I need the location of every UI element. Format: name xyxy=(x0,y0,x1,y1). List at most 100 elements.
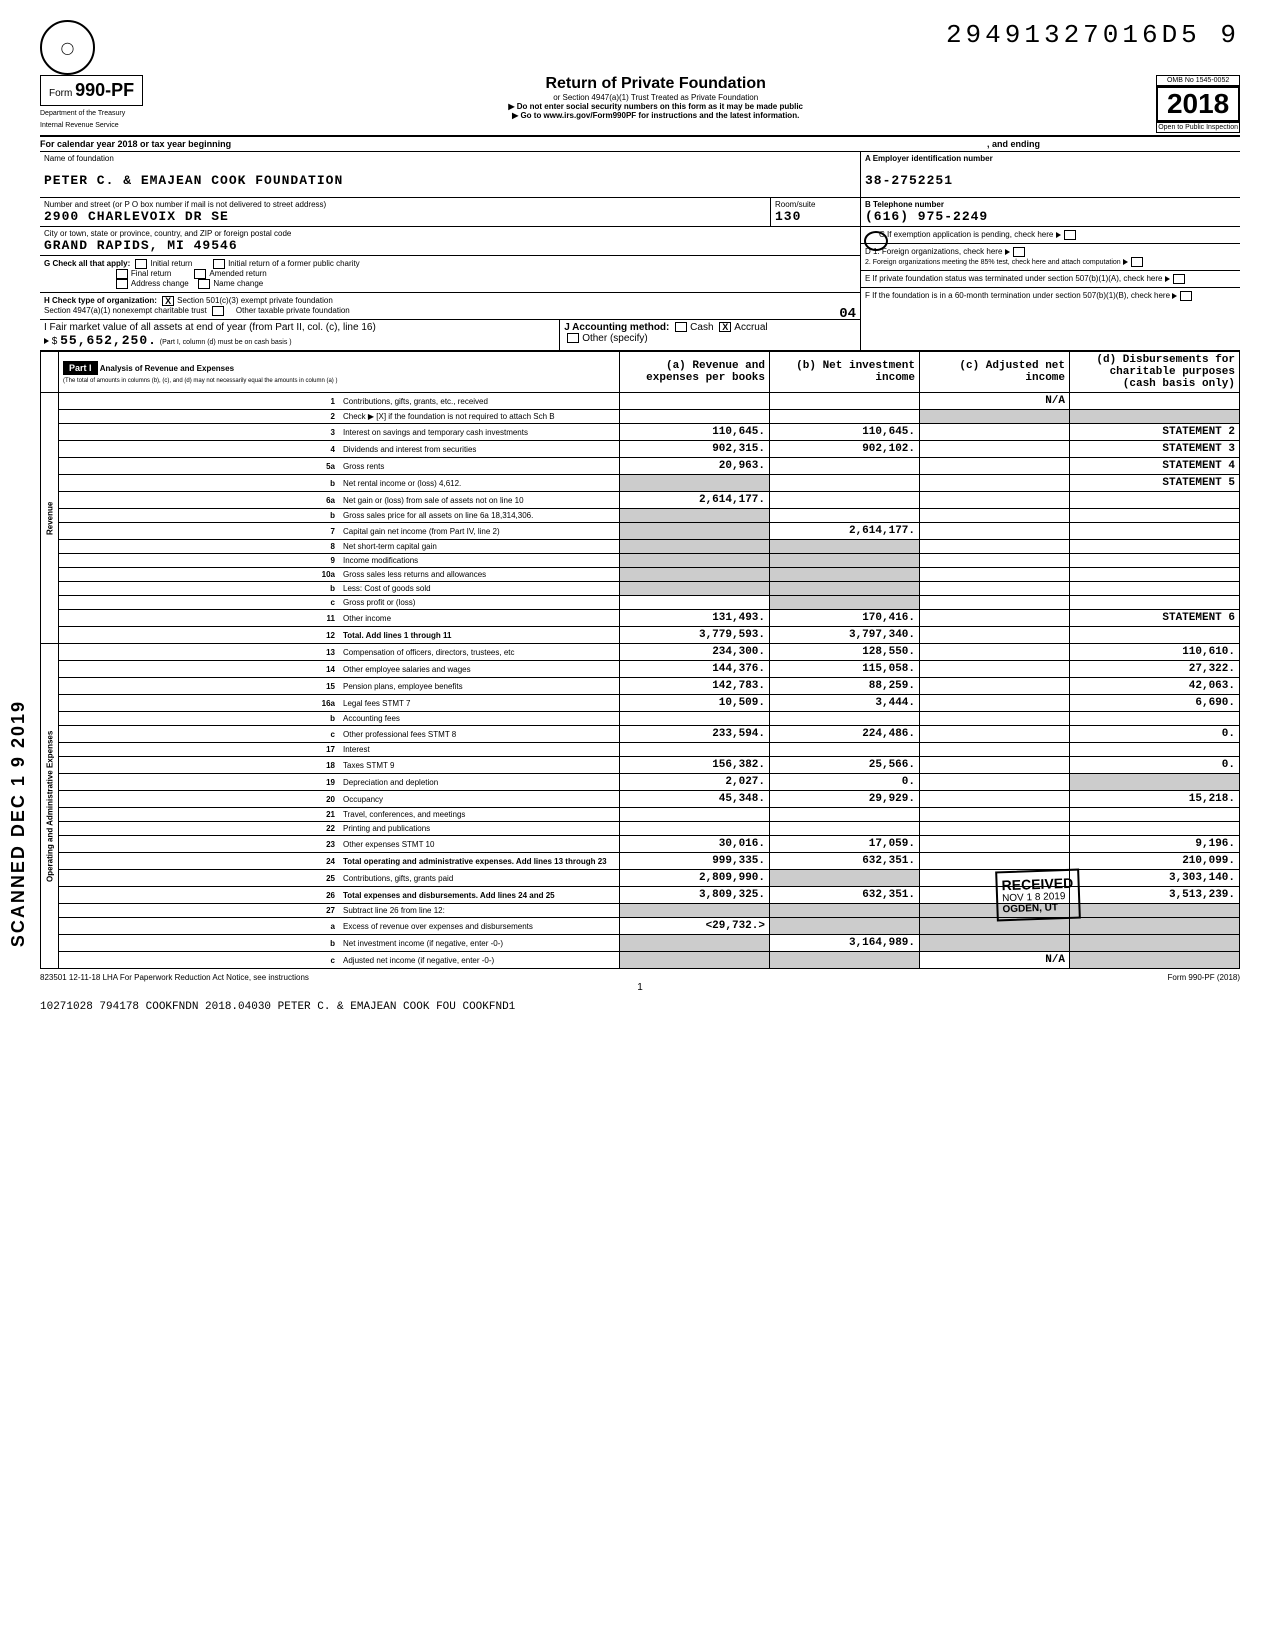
line-number: 20 xyxy=(59,791,340,808)
amount-cell xyxy=(1070,935,1240,952)
h-label: H Check type of organization: xyxy=(44,296,157,305)
line-desc: Other expenses STMT 10 xyxy=(339,836,620,853)
line-number: b xyxy=(59,712,340,726)
opt-cash: Cash xyxy=(690,322,713,333)
amount-cell: 3,779,593. xyxy=(620,627,770,644)
amount-cell xyxy=(770,743,920,757)
amount-cell: 3,809,325. xyxy=(620,887,770,904)
checkbox-amended[interactable] xyxy=(194,269,206,279)
col-a-header: (a) Revenue and expenses per books xyxy=(620,352,770,393)
amount-cell: 110,645. xyxy=(770,424,920,441)
checkbox-initial[interactable] xyxy=(135,259,147,269)
amount-cell xyxy=(920,554,1070,568)
line-desc: Pension plans, employee benefits xyxy=(339,678,620,695)
line-desc: Gross profit or (loss) xyxy=(339,596,620,610)
amount-cell xyxy=(620,808,770,822)
h-row: H Check type of organization: XSection 5… xyxy=(40,293,860,320)
footer-bottom-text: 10271028 794178 COOKFNDN 2018.04030 PETE… xyxy=(40,1001,515,1013)
amount-cell xyxy=(920,492,1070,509)
checkbox-c[interactable] xyxy=(1064,230,1076,240)
table-row: 17Interest xyxy=(41,743,1240,757)
checkbox-4947[interactable] xyxy=(212,306,224,316)
line-desc: Less: Cost of goods sold xyxy=(339,582,620,596)
part1-title: Analysis of Revenue and Expenses xyxy=(100,364,234,373)
amount-cell xyxy=(920,568,1070,582)
amount-cell xyxy=(1070,410,1240,424)
revenue-label: Revenue xyxy=(41,393,59,644)
amount-cell xyxy=(1070,712,1240,726)
amount-cell: 2,614,177. xyxy=(620,492,770,509)
amount-cell xyxy=(1070,743,1240,757)
line-desc: Gross rents xyxy=(339,458,620,475)
checkbox-f[interactable] xyxy=(1180,291,1192,301)
d2-label: 2. Foreign organizations meeting the 85%… xyxy=(865,259,1121,266)
amount-cell xyxy=(770,492,920,509)
amount-cell xyxy=(620,410,770,424)
line-number: 6a xyxy=(59,492,340,509)
amount-cell xyxy=(770,475,920,492)
city-cell: City or town, state or province, country… xyxy=(40,227,860,256)
line-desc: Compensation of officers, directors, tru… xyxy=(339,644,620,661)
checkbox-d2[interactable] xyxy=(1131,257,1143,267)
top-row: ◯ 29491327016D5 9 xyxy=(40,20,1240,75)
amount-cell xyxy=(1070,918,1240,935)
checkbox-initial-public[interactable] xyxy=(213,259,225,269)
line-desc: Occupancy xyxy=(339,791,620,808)
amount-cell: STATEMENT 4 xyxy=(1070,458,1240,475)
line-desc: Net investment income (if negative, ente… xyxy=(339,935,620,952)
amount-cell: 0. xyxy=(770,774,920,791)
amount-cell: 210,099. xyxy=(1070,853,1240,870)
amount-cell: STATEMENT 5 xyxy=(1070,475,1240,492)
amount-cell xyxy=(920,475,1070,492)
amount-cell: 6,690. xyxy=(1070,695,1240,712)
amount-cell xyxy=(620,582,770,596)
amount-cell xyxy=(920,743,1070,757)
amount-cell: 234,300. xyxy=(620,644,770,661)
c-label: C If exemption application is pending, c… xyxy=(879,230,1053,239)
c-cell: C If exemption application is pending, c… xyxy=(861,227,1240,244)
line-desc: Depreciation and depletion xyxy=(339,774,620,791)
line-number: 26 xyxy=(59,887,340,904)
amount-cell xyxy=(920,523,1070,540)
checkbox-name-change[interactable] xyxy=(198,279,210,289)
line-desc: Dividends and interest from securities xyxy=(339,441,620,458)
page-number: 1 xyxy=(40,982,1240,993)
amount-cell xyxy=(1070,393,1240,410)
g-row: G Check all that apply: Initial return I… xyxy=(40,256,860,293)
col-c-header: (c) Adjusted net income xyxy=(920,352,1070,393)
city-label: City or town, state or province, country… xyxy=(44,229,856,238)
form-subtitle: or Section 4947(a)(1) Trust Treated as P… xyxy=(155,93,1156,102)
form-header: Form 990-PF Department of the Treasury I… xyxy=(40,75,1240,137)
vert-header-cell xyxy=(41,352,59,393)
checkbox-addr-change[interactable] xyxy=(116,279,128,289)
line-desc: Excess of revenue over expenses and disb… xyxy=(339,918,620,935)
checkbox-accrual[interactable]: X xyxy=(719,322,731,332)
line-desc: Gross sales less returns and allowances xyxy=(339,568,620,582)
checkbox-final[interactable] xyxy=(116,269,128,279)
checkbox-e[interactable] xyxy=(1173,274,1185,284)
amount-cell xyxy=(770,554,920,568)
checkbox-d1[interactable] xyxy=(1013,247,1025,257)
amount-cell: 2,027. xyxy=(620,774,770,791)
checkbox-cash[interactable] xyxy=(675,322,687,332)
dept-treasury: Department of the Treasury xyxy=(40,110,155,118)
amount-cell xyxy=(1070,774,1240,791)
table-row: 18Taxes STMT 9156,382.25,566.0. xyxy=(41,757,1240,774)
form-title: Return of Private Foundation xyxy=(155,75,1156,93)
amount-cell xyxy=(1070,568,1240,582)
cal-year-left: For calendar year 2018 or tax year begin… xyxy=(40,139,231,149)
amount-cell xyxy=(920,582,1070,596)
amount-cell: STATEMENT 3 xyxy=(1070,441,1240,458)
tax-year: 2018 xyxy=(1156,86,1240,122)
checkbox-other[interactable] xyxy=(567,333,579,343)
received-stamp: RECEIVEDNOV 1 8 2019OGDEN, UT xyxy=(996,869,1081,922)
amount-cell: 17,059. xyxy=(770,836,920,853)
line-number: b xyxy=(59,582,340,596)
amount-cell: 42,063. xyxy=(1070,678,1240,695)
amount-cell xyxy=(770,509,920,523)
line-desc: Other professional fees STMT 8 xyxy=(339,726,620,743)
title-block: Return of Private Foundation or Section … xyxy=(155,75,1156,120)
amount-cell: 15,218. xyxy=(1070,791,1240,808)
table-row: 20Occupancy45,348.29,929.15,218. xyxy=(41,791,1240,808)
checkbox-501c3[interactable]: X xyxy=(162,296,174,306)
